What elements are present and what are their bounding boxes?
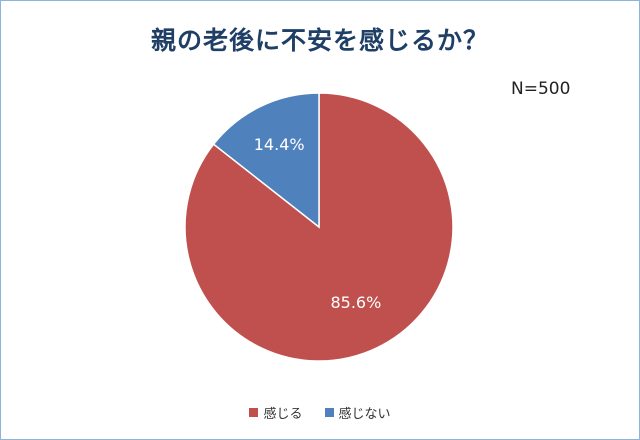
legend-swatch-feel: [249, 408, 258, 417]
legend-label-feel: 感じる: [263, 403, 302, 422]
legend-item-feel: 感じる: [249, 403, 302, 422]
legend-label-not-feel: 感じない: [339, 403, 391, 422]
slice-label-not-feel: 14.4%: [254, 135, 305, 154]
legend-swatch-not-feel: [325, 408, 334, 417]
slice-label-feel: 85.6%: [330, 293, 381, 312]
legend-item-not-feel: 感じない: [325, 403, 391, 422]
legend: 感じる 感じない: [1, 403, 639, 422]
